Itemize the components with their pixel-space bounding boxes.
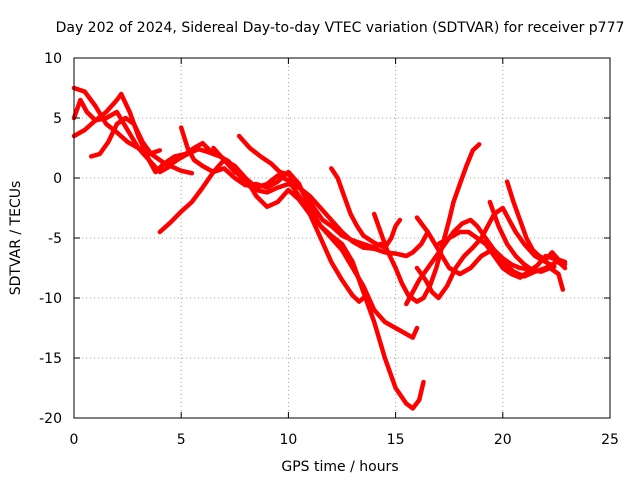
x-tick-label: 20 [494,432,512,448]
series-arc-12 [414,205,557,301]
y-tick-label: 5 [53,111,62,127]
axis-ticks [73,57,611,419]
y-tick-label: 10 [44,51,62,67]
x-tick-label: 15 [387,432,405,448]
y-axis-label: SDTVAR / TECUs [8,181,24,296]
y-tick-label: -15 [39,351,62,367]
series-arc-16 [504,179,568,265]
series-arc-5 [157,157,366,304]
data-series [71,85,568,411]
series-arc-7 [211,145,420,340]
y-tick-label: -5 [48,231,62,247]
chart-title: Day 202 of 2024, Sidereal Day-to-day VTE… [56,20,625,36]
tick-labels: 0 5 10 15 20 25 -20 -15 -10 -5 0 5 10 [39,51,619,448]
y-tick-label: -20 [39,411,62,427]
series-arc-15 [487,199,566,292]
y-tick-label: 0 [53,171,62,187]
x-axis-label: GPS time / hours [281,459,398,475]
series-arc-6 [178,125,426,411]
y-tick-label: -10 [39,291,62,307]
x-tick-label: 25 [601,432,619,448]
x-tick-label: 10 [279,432,297,448]
series-arc-8 [236,133,383,250]
x-tick-label: 0 [70,432,79,448]
series-arc-9 [329,166,403,250]
x-tick-label: 5 [177,432,186,448]
